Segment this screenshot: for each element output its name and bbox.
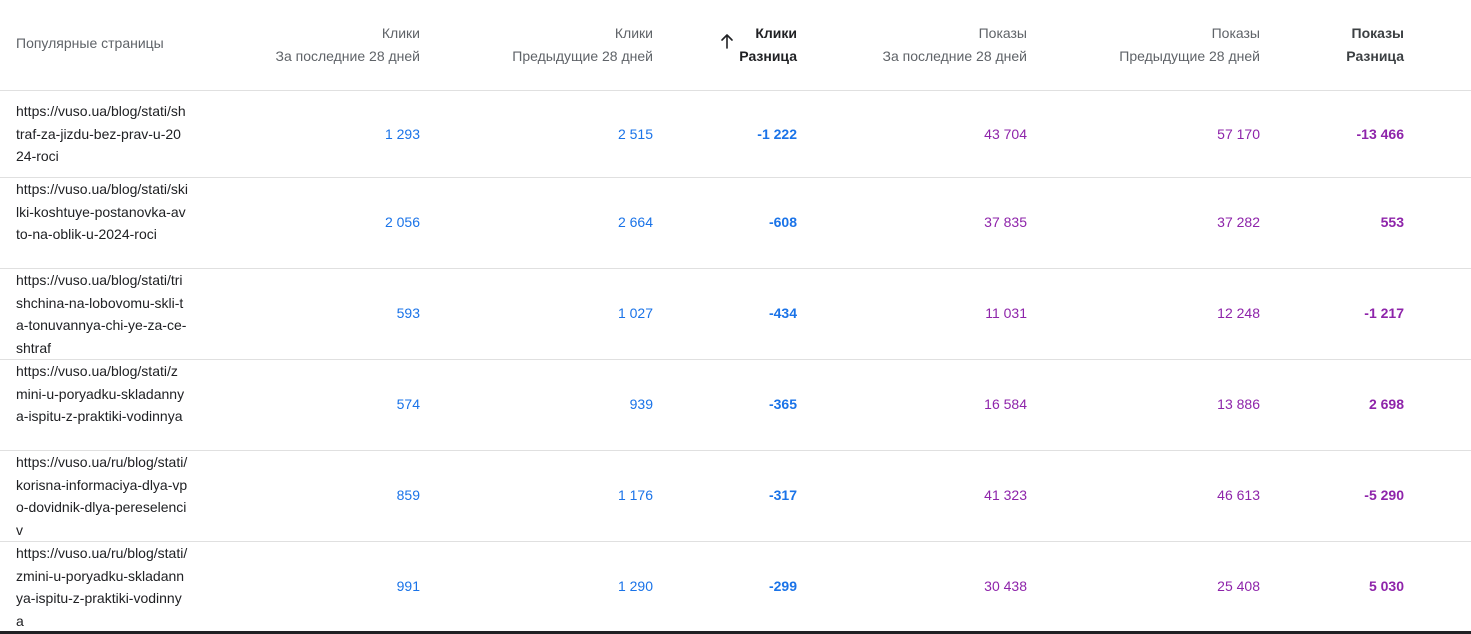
table-row[interactable]: https://vuso.ua/blog/stati/trishchina-na… <box>0 269 1471 360</box>
table-row[interactable]: https://vuso.ua/blog/stati/shtraf-za-jiz… <box>0 91 1471 178</box>
impressions-previous: 25 408 <box>1217 578 1260 594</box>
page-url[interactable]: https://vuso.ua/ru/blog/stati/korisna-in… <box>16 454 188 538</box>
clicks-diff: -608 <box>768 214 797 230</box>
clicks-previous: 2 515 <box>617 126 653 142</box>
impressions-current: 43 704 <box>984 126 1027 142</box>
page-url[interactable]: https://vuso.ua/ru/blog/stati/zmini-u-po… <box>16 545 188 629</box>
bottom-divider <box>0 631 1471 634</box>
clicks-current: 2 056 <box>384 214 420 230</box>
table-row[interactable]: https://vuso.ua/ru/blog/stati/korisna-in… <box>0 451 1471 542</box>
table-row[interactable]: https://vuso.ua/blog/stati/skilki-koshtu… <box>0 178 1471 269</box>
impressions-diff: -5 290 <box>1364 487 1404 503</box>
page-url[interactable]: https://vuso.ua/blog/stati/skilki-koshtu… <box>16 181 188 242</box>
clicks-current: 1 293 <box>384 126 420 142</box>
impressions-current: 41 323 <box>984 487 1027 503</box>
header-impressions-diff[interactable]: Показы Разница <box>1346 25 1404 64</box>
impressions-diff: 5 030 <box>1368 578 1404 594</box>
clicks-diff: -317 <box>768 487 797 503</box>
header-impressions-previous[interactable]: Показы Предыдущие 28 дней <box>1119 25 1260 64</box>
clicks-diff: -1 222 <box>757 126 797 142</box>
page-url[interactable]: https://vuso.ua/blog/stati/zmini-u-porya… <box>16 363 185 424</box>
header-impressions-current[interactable]: Показы За последние 28 дней <box>882 25 1027 64</box>
header-clicks-previous[interactable]: Клики Предыдущие 28 дней <box>512 25 653 64</box>
impressions-diff: 2 698 <box>1368 396 1404 412</box>
impressions-previous: 12 248 <box>1217 305 1260 321</box>
impressions-current: 37 835 <box>984 214 1027 230</box>
clicks-diff: -365 <box>768 396 797 412</box>
clicks-current: 859 <box>396 487 420 503</box>
table-row[interactable]: https://vuso.ua/blog/stati/zmini-u-porya… <box>0 360 1471 451</box>
clicks-previous: 1 290 <box>617 578 653 594</box>
clicks-previous: 1 176 <box>617 487 653 503</box>
arrow-up-icon[interactable] <box>720 33 734 49</box>
header-clicks-current[interactable]: Клики За последние 28 дней <box>275 25 420 64</box>
clicks-diff: -434 <box>768 305 797 321</box>
page-url[interactable]: https://vuso.ua/blog/stati/shtraf-za-jiz… <box>16 103 186 164</box>
clicks-current: 593 <box>396 305 420 321</box>
table-header: Популярные страницы Клики За последние 2… <box>0 0 1471 91</box>
impressions-diff: -13 466 <box>1356 126 1404 142</box>
impressions-previous: 13 886 <box>1217 396 1260 412</box>
clicks-diff: -299 <box>768 578 797 594</box>
page-url[interactable]: https://vuso.ua/blog/stati/trishchina-na… <box>16 272 187 356</box>
clicks-current: 991 <box>396 578 420 594</box>
impressions-previous: 37 282 <box>1217 214 1260 230</box>
clicks-previous: 1 027 <box>617 305 653 321</box>
header-clicks-diff[interactable]: Клики Разница <box>739 25 797 64</box>
impressions-previous: 46 613 <box>1217 487 1260 503</box>
impressions-current: 11 031 <box>985 305 1027 321</box>
header-top-pages[interactable]: Популярные страницы <box>16 35 164 51</box>
impressions-diff: -1 217 <box>1364 305 1404 321</box>
impressions-current: 16 584 <box>984 396 1027 412</box>
impressions-diff: 553 <box>1380 214 1404 230</box>
impressions-current: 30 438 <box>984 578 1027 594</box>
table-row[interactable]: https://vuso.ua/ru/blog/stati/zmini-u-po… <box>0 542 1471 632</box>
clicks-previous: 939 <box>629 396 653 412</box>
clicks-previous: 2 664 <box>617 214 653 230</box>
impressions-previous: 57 170 <box>1217 126 1260 142</box>
clicks-current: 574 <box>396 396 420 412</box>
